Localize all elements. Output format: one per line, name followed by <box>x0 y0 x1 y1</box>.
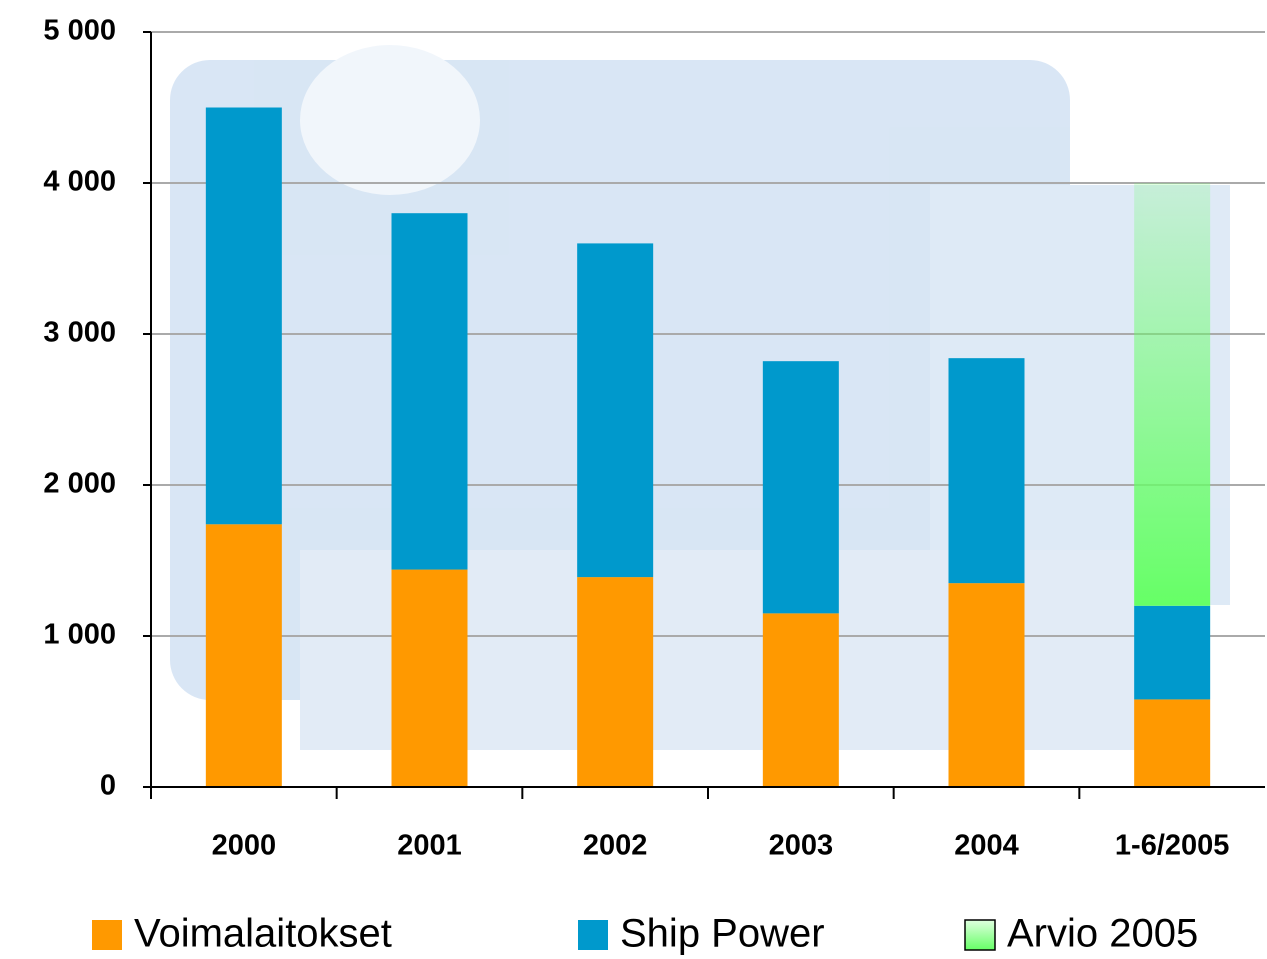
y-tick-label: 0 <box>100 770 116 802</box>
y-tick-label: 4 000 <box>43 166 116 198</box>
bar-segment <box>763 361 839 613</box>
legend-label: Voimalaitokset <box>134 912 392 956</box>
bar-segment <box>1134 606 1210 700</box>
y-tick-label: 5 000 <box>43 15 116 47</box>
chart: 0 1 000 2 000 3 000 4 000 5 000 2000 2001 2002 20… <box>0 0 1267 959</box>
bar-segment <box>949 583 1025 787</box>
x-tick-label: 2003 <box>769 830 834 862</box>
x-tick-label: 2004 <box>954 830 1019 862</box>
legend-label: Arvio 2005 <box>1007 912 1198 956</box>
bar-segment <box>949 358 1025 583</box>
x-tick-label: 2000 <box>212 830 277 862</box>
legend-swatch <box>92 920 122 950</box>
bar-segment <box>763 613 839 787</box>
bar-segment <box>1134 699 1210 787</box>
bar-segment <box>577 577 653 787</box>
legend-swatch <box>965 920 995 950</box>
bar-segment <box>577 243 653 577</box>
legend-swatch <box>578 920 608 950</box>
bar-segment <box>392 570 468 787</box>
y-tick-label: 2 000 <box>43 468 116 500</box>
y-tick-label: 1 000 <box>43 619 116 651</box>
bar-segment <box>392 213 468 569</box>
background-engine <box>170 45 1230 750</box>
y-tick-label: 3 000 <box>43 317 116 349</box>
x-tick-label: 1-6/2005 <box>1115 830 1230 862</box>
bar-segment <box>1134 183 1210 606</box>
bar-segment <box>206 108 282 525</box>
x-tick-label: 2002 <box>583 830 648 862</box>
bar-segment <box>206 524 282 787</box>
x-tick-label: 2001 <box>397 830 462 862</box>
legend-label: Ship Power <box>620 912 825 956</box>
